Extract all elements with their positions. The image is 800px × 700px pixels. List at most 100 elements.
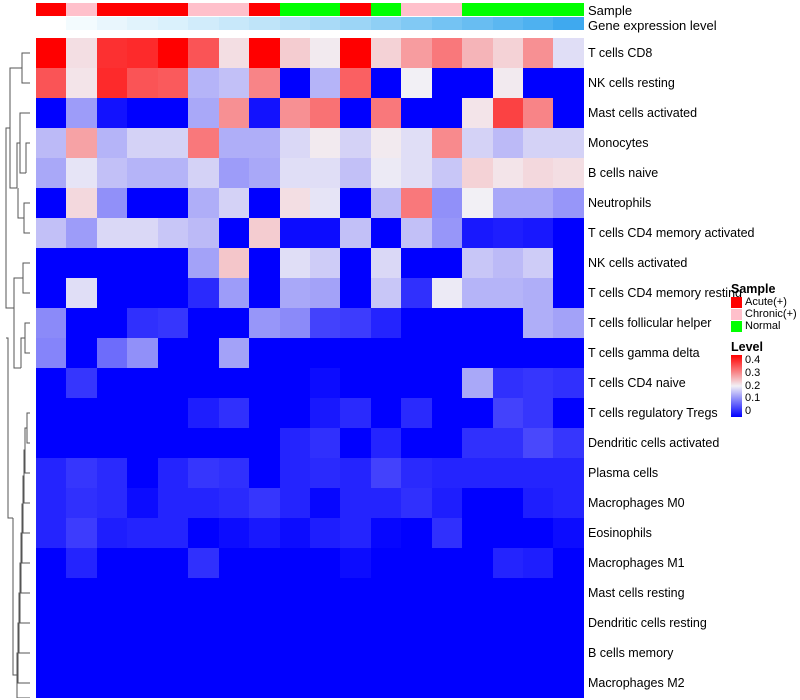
heatmap-cell [66, 608, 97, 638]
heatmap-cell [218, 128, 250, 158]
heatmap-cell [188, 518, 219, 548]
heatmap-cell [492, 158, 523, 188]
heatmap-cell [340, 218, 371, 248]
heatmap-row-label: Dendritic cells resting [588, 616, 707, 630]
heatmap-cell [492, 68, 523, 98]
heatmap-row-label: Mast cells activated [588, 106, 698, 120]
heatmap-cell [492, 548, 523, 578]
heatmap-cell [279, 608, 310, 638]
gene-expression-annotation-cell [188, 17, 219, 30]
level-legend: Level 0.4 0.3 0.2 0.1 0 [731, 340, 800, 417]
heatmap-cell [249, 248, 280, 278]
heatmap-cell [523, 548, 554, 578]
heatmap-cell [127, 188, 158, 218]
heatmap-cell [127, 248, 158, 278]
sample-annotation-bar [36, 3, 584, 16]
sample-annotation-cell [340, 3, 371, 16]
heatmap-cell [127, 308, 158, 338]
sample-legend-entries: Acute(+) Chronic(+) Normal [731, 297, 800, 332]
sample-annotation-label: Sample [588, 3, 633, 18]
heatmap-cell [370, 188, 402, 218]
heatmap-cell [370, 68, 402, 98]
heatmap-cell [249, 608, 280, 638]
heatmap-cell [431, 458, 463, 488]
heatmap-cell [370, 278, 402, 308]
sample-legend-swatch [731, 309, 742, 320]
heatmap-row-label: Plasma cells [588, 466, 659, 480]
heatmap-cell [309, 278, 341, 308]
heatmap-cell [188, 38, 219, 68]
heatmap-cell [127, 668, 158, 698]
heatmap-cell [431, 338, 463, 368]
gene-expression-annotation-cell [36, 17, 67, 30]
heatmap-row [36, 308, 584, 338]
heatmap-cell [523, 128, 554, 158]
heatmap-cell [279, 578, 310, 608]
level-tick-label: 0.4 [745, 354, 761, 366]
heatmap-cell [553, 188, 584, 218]
heatmap-cell [96, 458, 128, 488]
heatmap-cell [340, 458, 371, 488]
heatmap-cell [157, 278, 189, 308]
gene-expression-annotation-cell [157, 17, 189, 30]
heatmap-cell [309, 158, 341, 188]
heatmap-cell [218, 488, 250, 518]
heatmap-cell [401, 38, 432, 68]
gene-expression-annotation-label: Gene expression level [588, 18, 717, 33]
heatmap-cell [218, 188, 250, 218]
heatmap-cell [340, 578, 371, 608]
heatmap-cell [188, 608, 219, 638]
heatmap-cell [462, 668, 493, 698]
heatmap-cell [462, 98, 493, 128]
heatmap-cell [340, 98, 371, 128]
heatmap-cell [249, 38, 280, 68]
heatmap-row-label: T cells CD8 [588, 46, 653, 60]
heatmap-cell [401, 458, 432, 488]
gene-expression-annotation-cell [218, 17, 250, 30]
gene-expression-annotation-cell [127, 17, 158, 30]
heatmap-cell [340, 248, 371, 278]
heatmap-cell [431, 518, 463, 548]
heatmap-cell [553, 518, 584, 548]
heatmap-cell [340, 638, 371, 668]
heatmap-cell [96, 428, 128, 458]
heatmap-cell [36, 518, 67, 548]
level-tick-labels: 0.4 0.3 0.2 0.1 0 [745, 355, 785, 417]
heatmap-cell [492, 398, 523, 428]
heatmap-cell [249, 578, 280, 608]
heatmap-cell [96, 128, 128, 158]
heatmap-cell [96, 518, 128, 548]
heatmap-cell [462, 128, 493, 158]
heatmap-cell [309, 218, 341, 248]
heatmap-cell [553, 398, 584, 428]
heatmap-cell [431, 158, 463, 188]
heatmap-cell [188, 278, 219, 308]
heatmap-cell [492, 458, 523, 488]
heatmap-cell [553, 98, 584, 128]
heatmap-cell [523, 248, 554, 278]
heatmap-cell [36, 578, 67, 608]
heatmap-cell [309, 518, 341, 548]
heatmap-cell [218, 608, 250, 638]
heatmap-cell [340, 38, 371, 68]
heatmap-cell [553, 578, 584, 608]
heatmap-cell [249, 308, 280, 338]
heatmap-cell [188, 488, 219, 518]
heatmap-cell [279, 458, 310, 488]
heatmap-cell [36, 188, 67, 218]
level-legend-title: Level [731, 340, 763, 354]
heatmap-cell [523, 158, 554, 188]
heatmap-cell [401, 488, 432, 518]
heatmap-cell [36, 548, 67, 578]
heatmap-cell [340, 398, 371, 428]
heatmap-cell [462, 278, 493, 308]
heatmap-row [36, 128, 584, 158]
heatmap-cell [523, 188, 554, 218]
sample-annotation-cell [401, 3, 432, 16]
heatmap-cell [127, 458, 158, 488]
heatmap-row [36, 428, 584, 458]
heatmap-cell [492, 38, 523, 68]
heatmap-cell [340, 128, 371, 158]
sample-legend-swatch [731, 321, 742, 332]
heatmap-cell [553, 38, 584, 68]
